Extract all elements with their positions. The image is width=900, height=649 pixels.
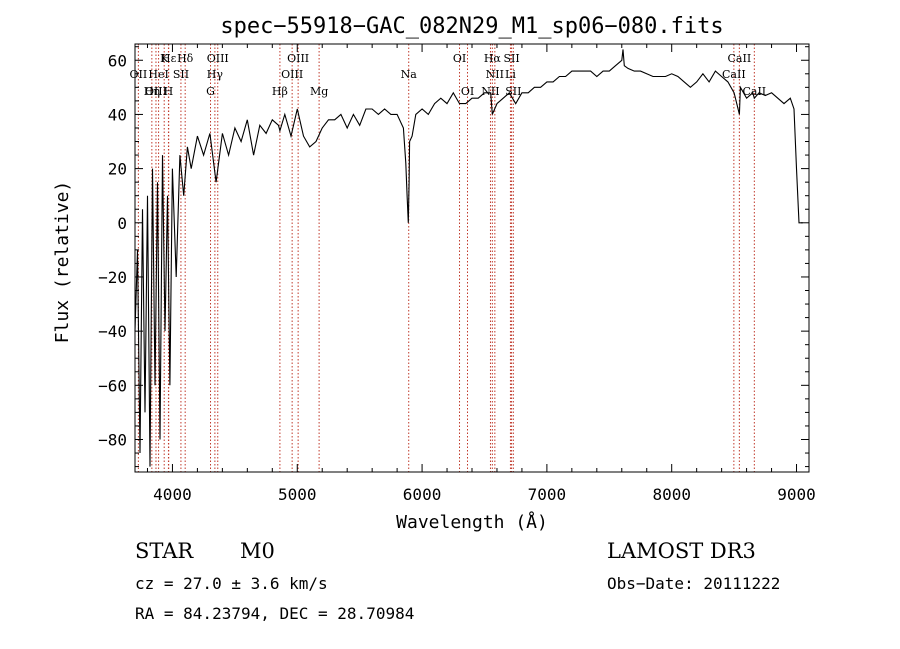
emission-line-label-1: K — [160, 52, 169, 65]
emission-line-markers — [137, 44, 755, 472]
x-axis-label: Wavelength (Å) — [396, 511, 548, 533]
y-tick-label-1: −60 — [98, 376, 127, 395]
emission-line-label-12: Hγ — [207, 68, 224, 81]
y-tick-label-2: −40 — [98, 322, 127, 341]
emission-line-label-9: OII — [130, 68, 148, 81]
emission-line-label-18: OIII — [145, 85, 167, 98]
emission-line-label-26: SII — [505, 85, 521, 98]
y-tick-label-4: 0 — [117, 214, 127, 233]
coordinates: RA = 84.23794, DEC = 28.70984 — [135, 604, 415, 623]
x-tick-label-2: 6000 — [403, 485, 442, 504]
x-tick-label-3: 7000 — [528, 485, 567, 504]
object-class: STAR — [135, 539, 194, 563]
emission-line-label-24: OI — [461, 85, 474, 98]
emission-line-label-5: OI — [453, 52, 466, 65]
axis-ticks: 4000 5000 6000 7000 8000 9000 −80 −60 −40 −20 0 20 4… — [98, 44, 816, 504]
emission-line-label-22: Hβ — [272, 85, 288, 98]
emission-line-label-17: CaII — [722, 68, 746, 81]
redshift-cz: cz = 27.0 ± 3.6 km/s — [135, 574, 328, 593]
emission-line-label-7: SII — [503, 52, 519, 65]
x-tick-label-4: 8000 — [652, 485, 691, 504]
emission-line-label-8: CaII — [728, 52, 752, 65]
x-tick-label-0: 4000 — [153, 485, 192, 504]
emission-line-label-23: Mg — [310, 85, 328, 98]
emission-line-label-11: SII — [173, 68, 189, 81]
chart-title: spec−55918−GAC_082N29_M1_sp06−080.fits — [220, 14, 723, 39]
emission-line-label-14: Na — [401, 68, 418, 81]
emission-line-label-20: Hη — [144, 85, 160, 98]
emission-line-label-21: G — [206, 85, 215, 98]
emission-line-label-19: H — [164, 85, 174, 98]
emission-line-label-13: OIII — [281, 68, 303, 81]
y-axis-label: Flux (relative) — [52, 181, 73, 344]
y-tick-label-7: 60 — [108, 51, 127, 70]
x-tick-label-1: 5000 — [278, 485, 317, 504]
y-tick-label-3: −20 — [98, 268, 127, 287]
x-tick-label-5: 9000 — [777, 485, 816, 504]
emission-line-label-2: Hδ — [177, 52, 194, 65]
emission-line-label-4: OIII — [287, 52, 309, 65]
emission-line-label-16: Li — [505, 68, 516, 81]
object-subclass: M0 — [240, 539, 275, 563]
emission-line-label-0: Hε — [161, 52, 177, 65]
emission-line-label-15: NII — [486, 68, 504, 81]
flux-series-line — [134, 49, 803, 467]
emission-line-label-6: Hα — [484, 52, 502, 65]
emission-line-label-10: HeI — [148, 68, 168, 81]
y-tick-label-6: 40 — [108, 105, 127, 124]
emission-line-label-25: NII — [481, 85, 499, 98]
observation-date: Obs−Date: 20111222 — [607, 574, 781, 593]
emission-line-label-3: OIII — [207, 52, 229, 65]
plot-frame — [134, 43, 810, 473]
y-tick-label-5: 20 — [108, 160, 127, 179]
y-tick-label-0: −80 — [98, 430, 127, 449]
emission-line-label-27: CaII — [742, 85, 766, 98]
survey-name: LAMOST DR3 — [607, 539, 756, 563]
